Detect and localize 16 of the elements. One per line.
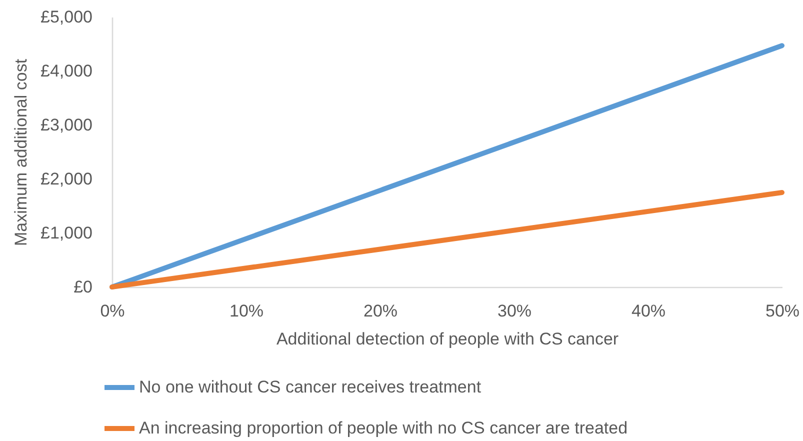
x-tick-label: 10% (229, 302, 264, 320)
x-tick-label: 50% (765, 302, 800, 320)
y-axis-title: Maximum additional cost (12, 58, 31, 246)
legend-label: No one without CS cancer receives treatment (139, 378, 482, 396)
y-tick-label: £1,000 (40, 224, 92, 242)
y-tick-label: £4,000 (40, 62, 92, 80)
x-tick-label: 0% (100, 302, 125, 320)
y-tick-label: £5,000 (40, 8, 92, 26)
legend-label: An increasing proportion of people with no CS cancer are treated (139, 418, 628, 438)
y-tick-label: £3,000 (40, 116, 92, 134)
y-tick-label: £2,000 (40, 170, 92, 188)
x-tick-label: 30% (497, 302, 532, 320)
x-tick-label: 40% (631, 302, 666, 320)
x-axis-title: Additional detection of people with CS cancer (276, 330, 619, 348)
y-tick-label: £0 (74, 278, 92, 296)
x-tick-label: 20% (363, 302, 398, 320)
